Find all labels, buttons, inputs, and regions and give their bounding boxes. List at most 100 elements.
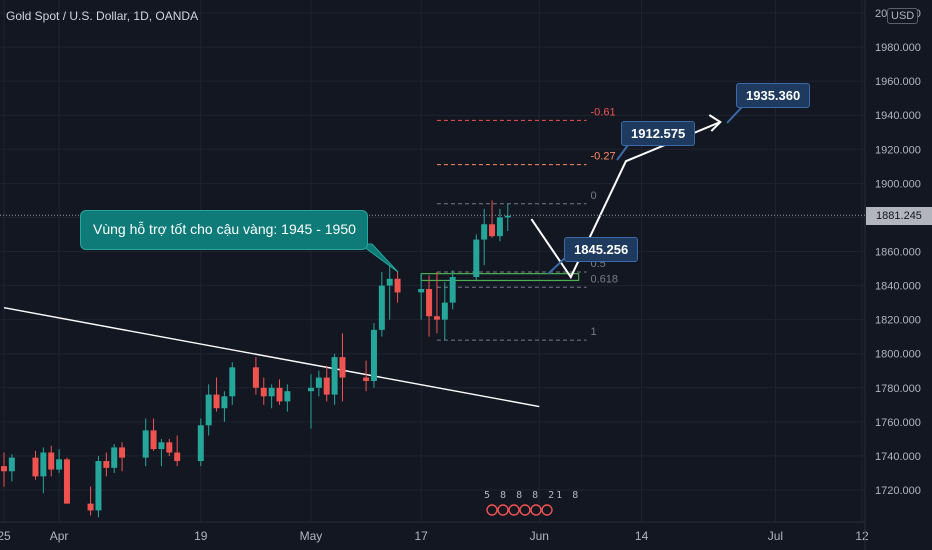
y-tick-label: 1920.000: [875, 144, 921, 156]
y-tick-label: 1840.000: [875, 281, 921, 293]
candle-body: [481, 224, 488, 240]
price-callout-1935[interactable]: 1935.360: [736, 83, 811, 108]
candle-body: [111, 447, 118, 468]
event-icon: [508, 504, 520, 516]
event-icon: [497, 504, 509, 516]
grid-layer: [0, 0, 865, 522]
candle-body: [229, 367, 236, 397]
y-tick-label: 1960.000: [875, 76, 921, 88]
y-tick-label: 1800.000: [875, 349, 921, 361]
trend-line: [3, 307, 540, 408]
candle-body: [276, 387, 283, 402]
currency-badge[interactable]: USD: [887, 8, 919, 24]
trend-line-layer: [3, 307, 540, 408]
candle-body: [174, 452, 181, 462]
callout-pointer-1935: [726, 106, 743, 124]
event-icon: [530, 504, 542, 516]
callout-pointer-1845: [547, 257, 566, 275]
candle-body: [473, 239, 480, 278]
y-tick-label: 1720.000: [875, 485, 921, 497]
candle-body: [441, 302, 448, 320]
fib-level-label: -0.61: [590, 106, 615, 118]
y-tick-label: 1760.000: [875, 417, 921, 429]
x-tick-label: 19: [194, 529, 208, 543]
x-tick-label: 25: [0, 529, 11, 543]
fib-level-label: 0: [590, 190, 596, 202]
candle-body: [284, 391, 291, 402]
last-price-tag: 1881.245: [866, 207, 932, 225]
candle-body: [63, 459, 70, 504]
x-tick-label: 12: [855, 529, 869, 543]
event-icon: [519, 504, 531, 516]
candle-body: [103, 461, 110, 468]
candle-body: [307, 387, 314, 392]
candle-body: [205, 394, 212, 426]
candle-body: [32, 457, 39, 477]
x-tick-label: 17: [415, 529, 429, 543]
candle-body: [370, 329, 377, 381]
candle-body: [489, 224, 496, 237]
y-tick-label: 1900.000: [875, 178, 921, 190]
candle-body: [315, 377, 322, 388]
fib-level-label: -0.27: [590, 151, 615, 163]
candle-body: [142, 430, 149, 458]
candle-body: [221, 396, 228, 409]
candle-body: [449, 277, 456, 303]
candle-body: [323, 377, 330, 395]
candle-body: [213, 394, 220, 409]
symbol-title[interactable]: Gold Spot / U.S. Dollar, 1D, OANDA: [6, 9, 199, 23]
candle-body: [95, 461, 102, 511]
candle-body: [166, 442, 173, 453]
candle-body: [433, 316, 440, 320]
candle-body: [40, 452, 47, 477]
fib-level-label: 0.618: [590, 273, 618, 285]
candle-body: [418, 288, 425, 293]
projection-arrowhead: [708, 114, 722, 132]
candle-body: [252, 367, 259, 388]
candle-body: [331, 357, 338, 395]
price-callout-1845[interactable]: 1845.256: [564, 237, 639, 262]
support-zone-layer: [420, 273, 580, 282]
candle-body: [87, 503, 94, 511]
candle-body: [260, 387, 267, 397]
y-tick-label: 1780.000: [875, 383, 921, 395]
candle-body: [268, 387, 275, 397]
event-icon: [486, 504, 498, 516]
fib-level-label: 1: [590, 326, 596, 338]
price-callout-1912[interactable]: 1912.575: [621, 121, 696, 146]
candlestick-series: [1, 200, 511, 518]
support-zone: [420, 273, 580, 282]
candle-body: [496, 217, 503, 237]
y-tick-label: 1980.000: [875, 42, 921, 54]
candle-body: [1, 466, 7, 472]
x-tick-label: 14: [635, 529, 649, 543]
y-tick-label: 1820.000: [875, 315, 921, 327]
candle-body: [386, 278, 393, 286]
candle-body: [8, 457, 15, 472]
candle-body: [339, 357, 346, 378]
y-tick-label: 1940.000: [875, 110, 921, 122]
candle-body: [158, 442, 165, 450]
callout-pointer-1912: [616, 144, 629, 161]
candle-body: [504, 215, 511, 218]
candle-body: [48, 452, 55, 470]
events-badge[interactable]: 5 8 8 8 21 8: [484, 490, 581, 501]
candle-body: [394, 278, 401, 293]
candle-body: [197, 425, 204, 462]
x-tick-label: Jun: [530, 529, 549, 543]
candle-body: [56, 459, 63, 470]
x-tick-label: May: [300, 529, 323, 543]
x-tick-label: Apr: [50, 529, 69, 543]
support-note-callout[interactable]: Vùng hỗ trợ tốt cho cậu vàng: 1945 - 195…: [80, 210, 368, 250]
candle-body: [378, 285, 385, 330]
candle-body: [426, 288, 433, 317]
y-tick-label: 1740.000: [875, 451, 921, 463]
event-icon: [541, 504, 553, 516]
y-tick-label: 1860.000: [875, 247, 921, 259]
x-tick-label: Jul: [768, 529, 783, 543]
candle-body: [119, 447, 126, 458]
